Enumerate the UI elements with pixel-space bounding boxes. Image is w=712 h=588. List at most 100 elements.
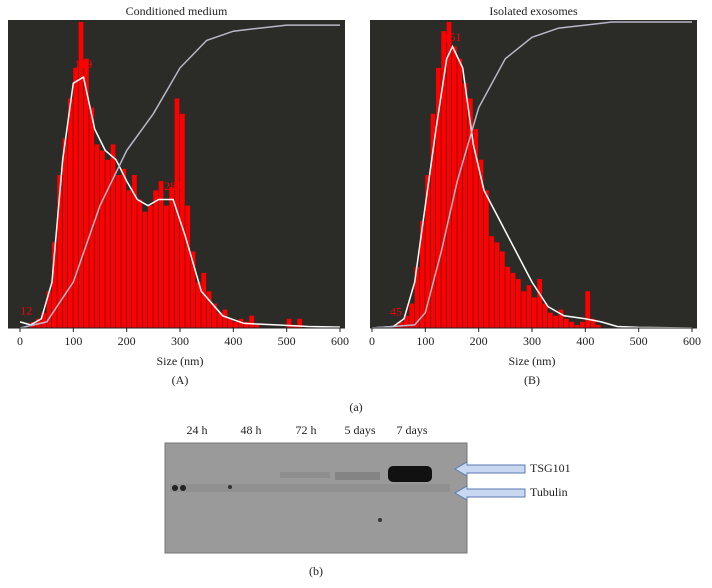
bar xyxy=(425,175,431,328)
bar xyxy=(228,318,233,328)
x-tick-label: 600 xyxy=(331,334,349,348)
bar xyxy=(110,144,116,328)
curve xyxy=(371,44,693,329)
peak-label: 119 xyxy=(75,57,93,71)
bar xyxy=(409,303,415,328)
bar xyxy=(100,150,105,328)
bar xyxy=(532,297,537,328)
lane-label: 7 days xyxy=(397,423,428,437)
bar xyxy=(73,67,79,329)
bar xyxy=(452,46,457,328)
bar xyxy=(121,168,127,328)
blot-spot xyxy=(172,485,178,491)
bar xyxy=(468,98,473,328)
x-tick-label: 0 xyxy=(17,334,23,348)
bar xyxy=(494,242,500,328)
bar xyxy=(201,272,207,328)
bar xyxy=(137,199,143,328)
x-tick-label: 500 xyxy=(630,334,648,348)
x-tick-label: 600 xyxy=(683,334,701,348)
bar xyxy=(206,291,212,328)
western-blot xyxy=(164,442,526,554)
bar xyxy=(505,266,511,328)
bar xyxy=(420,220,425,328)
bar xyxy=(68,98,73,328)
lane-label: 24 h xyxy=(187,423,208,437)
lane-label: 48 h xyxy=(241,423,262,437)
chart-title: Conditioned medium xyxy=(126,4,228,18)
bar xyxy=(516,279,521,328)
bar xyxy=(41,312,47,328)
bar xyxy=(217,312,223,328)
curve xyxy=(371,21,692,329)
marker-label: TSG101 xyxy=(530,461,571,475)
lane-label: 5 days xyxy=(345,423,376,437)
chart-title: Isolated exosomes xyxy=(489,4,578,18)
bar xyxy=(569,321,575,328)
bar xyxy=(430,113,436,328)
x-tick-label: 100 xyxy=(64,334,82,348)
bar xyxy=(500,251,505,328)
bar xyxy=(212,303,217,328)
arrow xyxy=(454,485,526,501)
x-tick-label: 400 xyxy=(224,334,242,348)
bar xyxy=(222,309,228,328)
x-axis-label: Size (nm) xyxy=(509,354,556,368)
bar xyxy=(526,285,532,328)
x-tick-label: 0 xyxy=(369,334,375,348)
bar xyxy=(553,315,559,328)
bar xyxy=(398,321,404,328)
bar xyxy=(244,321,249,328)
x-tick-label: 100 xyxy=(416,334,434,348)
bar xyxy=(57,175,63,328)
x-tick-label: 200 xyxy=(470,334,488,348)
bar xyxy=(78,22,84,328)
blot-band xyxy=(388,466,432,482)
bar xyxy=(254,324,260,328)
bar xyxy=(164,205,169,328)
bar xyxy=(105,159,111,328)
bar xyxy=(126,190,132,328)
bar xyxy=(441,31,447,329)
bar xyxy=(414,266,420,328)
bar xyxy=(462,83,468,328)
bar xyxy=(580,321,585,328)
bar xyxy=(153,190,159,328)
blot-spot xyxy=(378,518,382,522)
bar xyxy=(46,291,52,328)
bar xyxy=(180,113,185,328)
peak-label: 45 xyxy=(390,304,402,318)
bar xyxy=(158,181,164,328)
curve xyxy=(19,75,341,328)
bar xyxy=(89,107,95,329)
bar xyxy=(238,318,244,328)
bar xyxy=(521,291,527,328)
bar xyxy=(185,205,191,328)
lane-label: 72 h xyxy=(296,423,317,437)
bar xyxy=(457,58,463,328)
bar xyxy=(446,22,452,328)
marker-label: Tubulin xyxy=(530,485,568,499)
blot-band xyxy=(170,484,450,492)
bar xyxy=(297,318,303,328)
blot-spot xyxy=(228,485,232,489)
figure-label: (a) xyxy=(349,400,362,414)
bar xyxy=(286,318,292,328)
bar xyxy=(84,58,89,328)
blot-band xyxy=(335,472,380,480)
bar xyxy=(585,291,591,328)
bar xyxy=(574,324,580,328)
peak-label: 12 xyxy=(20,303,32,317)
arrow xyxy=(454,461,526,477)
bar xyxy=(94,144,100,328)
panel-label: (B) xyxy=(524,373,540,387)
bar xyxy=(564,318,569,328)
bar xyxy=(148,205,153,328)
bar xyxy=(478,159,484,328)
bar xyxy=(169,187,175,328)
bar xyxy=(436,67,441,329)
blot-band xyxy=(280,472,330,478)
peak-label: 151 xyxy=(444,30,462,44)
bar xyxy=(510,272,516,328)
bar xyxy=(404,315,409,328)
